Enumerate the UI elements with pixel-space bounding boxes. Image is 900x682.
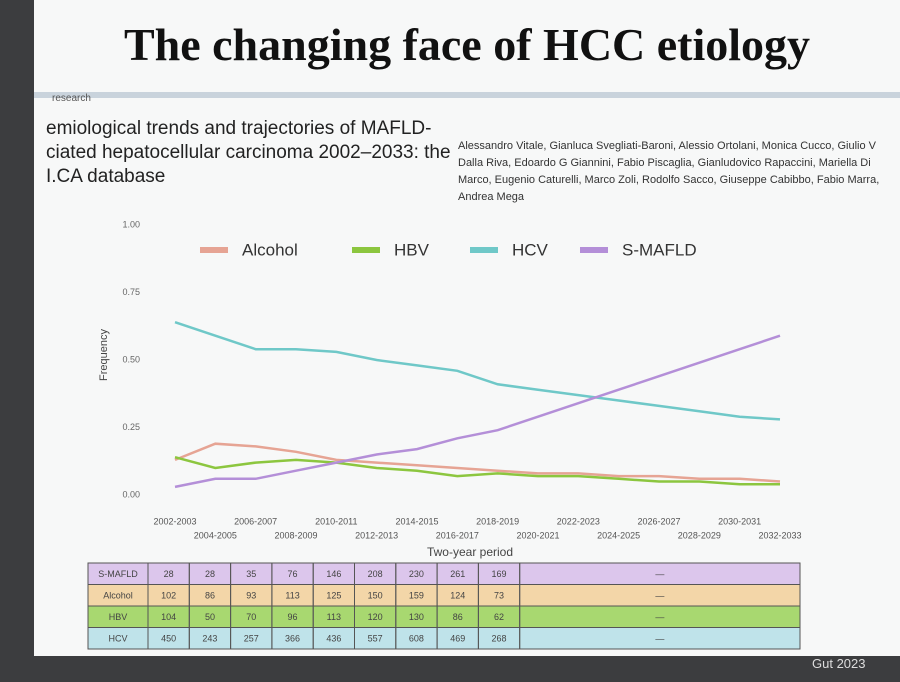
table-cell-text: HBV bbox=[109, 612, 128, 622]
table-cell-text: 208 bbox=[368, 569, 383, 579]
table-cell-text: HCV bbox=[108, 634, 127, 644]
legend-swatch bbox=[470, 247, 498, 253]
slide-title: The changing face of HCC etiology bbox=[123, 19, 811, 70]
x-tick-label: 2028-2029 bbox=[678, 530, 721, 540]
table-cell-text: 146 bbox=[326, 569, 341, 579]
footer: Gut 2023 bbox=[812, 656, 866, 671]
paper-title: emiological trends and trajectories of M… bbox=[46, 118, 432, 139]
table-cell-text: — bbox=[655, 591, 664, 601]
table-cell-text: S-MAFLD bbox=[98, 569, 138, 579]
table-cell-text: 436 bbox=[326, 634, 341, 644]
x-tick-label: 2026-2027 bbox=[637, 516, 680, 526]
x-tick-label: 2024-2025 bbox=[597, 530, 640, 540]
x-tick-label: 2020-2021 bbox=[516, 530, 559, 540]
paper-title: I.CA database bbox=[46, 166, 166, 187]
legend-swatch bbox=[200, 247, 228, 253]
table-cell-text: 159 bbox=[409, 591, 424, 601]
table-cell-text: 73 bbox=[494, 591, 504, 601]
section-label: research bbox=[52, 93, 91, 104]
legend-label: HCV bbox=[512, 240, 549, 259]
table-cell-text: 28 bbox=[205, 569, 215, 579]
table-cell-text: — bbox=[655, 612, 664, 622]
table-cell-text: 557 bbox=[368, 634, 383, 644]
legend-label: HBV bbox=[394, 240, 430, 259]
y-tick-label: 0.75 bbox=[122, 287, 140, 297]
x-tick-label: 2006-2007 bbox=[234, 516, 277, 526]
table-row bbox=[87, 627, 801, 650]
table-cell-text: 102 bbox=[161, 591, 176, 601]
series-line bbox=[174, 455, 780, 486]
table-cell-text: 469 bbox=[450, 634, 465, 644]
y-tick-label: 0.50 bbox=[122, 354, 140, 364]
paper-title: ciated hepatocellular carcinoma 2002–203… bbox=[46, 142, 451, 163]
series-line bbox=[174, 321, 781, 421]
table-cell-text: 28 bbox=[164, 569, 174, 579]
x-tick-label: 2030-2031 bbox=[718, 516, 761, 526]
table-cell-text: 70 bbox=[246, 612, 256, 622]
series-line bbox=[174, 334, 781, 489]
table-cell-text: 169 bbox=[492, 569, 507, 579]
table-cell-text: 104 bbox=[161, 612, 176, 622]
table-cell-text: 35 bbox=[246, 569, 256, 579]
x-tick-label: 2032-2033 bbox=[758, 530, 801, 540]
x-tick-label: 2004-2005 bbox=[194, 530, 237, 540]
table-cell bbox=[519, 627, 801, 650]
table-cell-text: 261 bbox=[450, 569, 465, 579]
table-cell-text: 86 bbox=[453, 612, 463, 622]
table-row bbox=[87, 605, 801, 628]
slide: The changing face of HCC etiology resear… bbox=[34, 0, 900, 656]
x-tick-label: 2002-2003 bbox=[153, 516, 196, 526]
y-tick-label: 1.00 bbox=[122, 219, 140, 229]
table-cell-text: 76 bbox=[288, 569, 298, 579]
x-tick-label: 2022-2023 bbox=[557, 516, 600, 526]
table-cell-text: 125 bbox=[326, 591, 341, 601]
x-tick-label: 2014-2015 bbox=[395, 516, 438, 526]
table-cell-text: 50 bbox=[205, 612, 215, 622]
legend-swatch bbox=[352, 247, 380, 253]
y-axis-label: Frequency bbox=[98, 329, 110, 381]
table-row bbox=[87, 562, 801, 585]
legend-label: S-MAFLD bbox=[622, 240, 697, 259]
table-cell-text: 230 bbox=[409, 569, 424, 579]
header-bar bbox=[34, 92, 900, 98]
table-cell-text: 608 bbox=[409, 634, 424, 644]
y-tick-label: 0.00 bbox=[122, 489, 140, 499]
table-row bbox=[87, 584, 801, 607]
table-cell-text: 268 bbox=[492, 634, 507, 644]
table-cell-text: 62 bbox=[494, 612, 504, 622]
x-tick-label: 2010-2011 bbox=[315, 516, 357, 526]
table-cell-text: 86 bbox=[205, 591, 215, 601]
y-tick-label: 0.25 bbox=[122, 422, 140, 432]
table-cell-text: 113 bbox=[285, 591, 299, 601]
table-cell-text: — bbox=[655, 634, 664, 644]
table-cell-text: 113 bbox=[327, 612, 341, 622]
table-cell-text: 130 bbox=[409, 612, 424, 622]
table-cell-text: Alcohol bbox=[103, 591, 133, 601]
table-cell-text: 257 bbox=[244, 634, 259, 644]
legend-label: Alcohol bbox=[242, 240, 298, 259]
table-cell-text: 243 bbox=[202, 634, 217, 644]
table-cell-text: 93 bbox=[246, 591, 256, 601]
x-tick-label: 2016-2017 bbox=[436, 530, 479, 540]
table-cell-text: 450 bbox=[161, 634, 176, 644]
series-line bbox=[174, 442, 781, 483]
table-cell-text: 150 bbox=[368, 591, 383, 601]
table-cell-text: 96 bbox=[288, 612, 298, 622]
x-axis-label: Two-year period bbox=[427, 545, 513, 559]
table-cell-text: 124 bbox=[450, 591, 465, 601]
legend-swatch bbox=[580, 247, 608, 253]
authors: Alessandro Vitale, Gianluca Svegliati-Ba… bbox=[458, 140, 880, 203]
x-tick-label: 2018-2019 bbox=[476, 516, 519, 526]
table-cell-text: 120 bbox=[368, 612, 383, 622]
table-cell-text: 366 bbox=[285, 634, 300, 644]
table-cell-text: — bbox=[655, 569, 664, 579]
x-tick-label: 2012-2013 bbox=[355, 530, 398, 540]
x-tick-label: 2008-2009 bbox=[274, 530, 317, 540]
